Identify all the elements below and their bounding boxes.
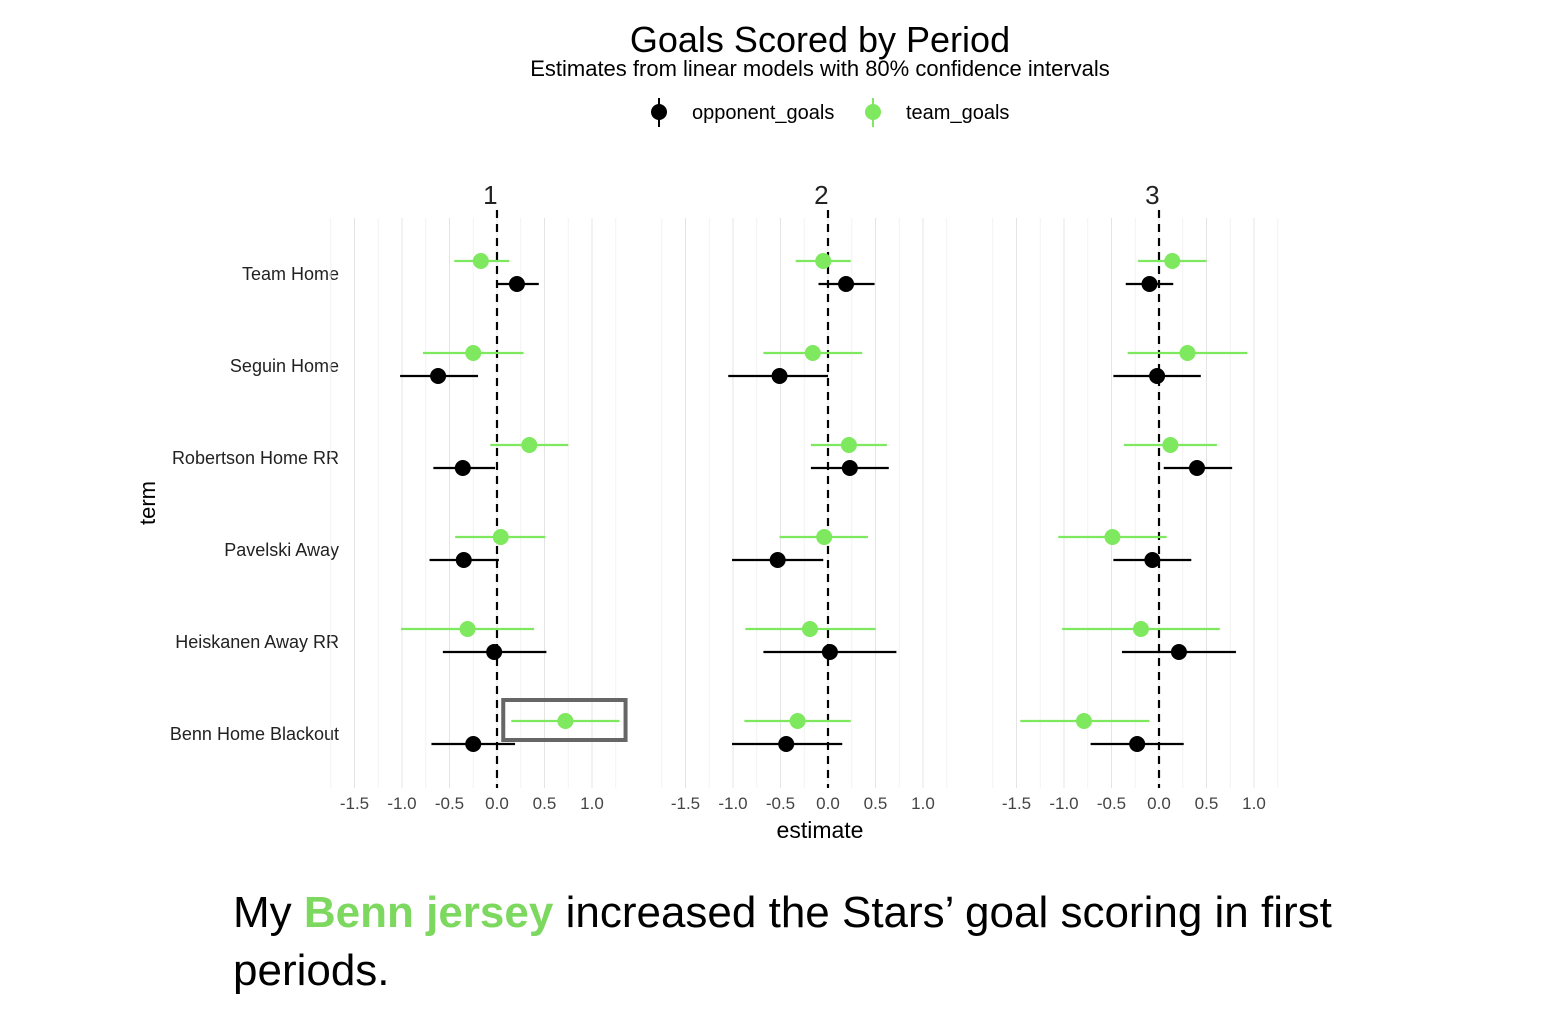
estimate-point	[1075, 713, 1092, 729]
term-label: Benn Home Blackout	[170, 724, 339, 744]
estimate-point	[778, 736, 795, 752]
term-label: Robertson Home RR	[172, 448, 339, 468]
estimate-point	[769, 552, 786, 568]
y-axis-title: term	[135, 481, 160, 525]
estimate-point	[804, 345, 821, 361]
chart-subtitle: Estimates from linear models with 80% co…	[530, 56, 1110, 81]
facet-label: 2	[814, 180, 828, 210]
x-tick-label: 1.0	[1242, 794, 1266, 813]
highlight-box	[501, 698, 628, 742]
estimate-point	[841, 460, 858, 476]
estimate-point	[1141, 276, 1158, 292]
estimate-point	[1149, 368, 1166, 384]
facet-label: 3	[1145, 180, 1159, 210]
x-tick-label: -0.5	[1097, 794, 1126, 813]
x-tick-label: -1.0	[387, 794, 416, 813]
x-tick-label: -1.5	[671, 794, 700, 813]
facet-panel-3: 3 -1.5 -1.0 -0.5 0.0 0.5 1.0	[992, 180, 1279, 813]
legend-key-team-dot	[865, 104, 881, 120]
x-tick-label: -1.5	[340, 794, 369, 813]
x-tick-label: -0.5	[766, 794, 795, 813]
facet-panels: 1 -1.5 -1.0 -0.5 0.0 0.5 1.0 2 -1.5 -1.0 -0.5 0.0 0.…	[330, 180, 1279, 813]
x-tick-label: -1.5	[1002, 794, 1031, 813]
term-label: Team Home	[242, 264, 339, 284]
estimate-point	[459, 621, 476, 637]
estimate-point	[521, 437, 538, 453]
x-tick-label: 0.0	[485, 794, 509, 813]
estimate-point	[816, 529, 833, 545]
caption: My Benn jersey increased the Stars’ goal…	[233, 884, 1413, 1000]
estimate-point	[801, 621, 818, 637]
caption-prefix: My	[233, 888, 304, 937]
estimate-point	[486, 644, 503, 660]
estimate-point	[1144, 552, 1161, 568]
estimate-point	[1164, 253, 1181, 269]
estimate-point	[1170, 644, 1187, 660]
legend: opponent_goals team_goals	[651, 98, 1009, 127]
estimate-point	[454, 460, 471, 476]
estimate-point	[821, 644, 838, 660]
estimate-point	[472, 253, 489, 269]
estimate-point	[465, 345, 482, 361]
caption-suffix: increased the Stars’ goal scoring in fir…	[233, 888, 1332, 995]
estimate-point	[1162, 437, 1179, 453]
estimate-point	[815, 253, 832, 269]
estimate-point	[1189, 460, 1205, 476]
estimate-point	[771, 368, 788, 384]
facet-panel-2: 2 -1.5 -1.0 -0.5 0.0 0.5 1.0	[661, 180, 948, 813]
facet-panel-1: 1 -1.5 -1.0 -0.5 0.0 0.5 1.0	[330, 180, 628, 813]
x-tick-label: -0.5	[435, 794, 464, 813]
dot-whisker-chart: Goals Scored by Period Estimates from li…	[135, 19, 1279, 843]
estimate-point	[557, 713, 574, 729]
estimate-point	[1129, 736, 1146, 752]
x-tick-label: 0.5	[533, 794, 557, 813]
estimate-point	[430, 368, 447, 384]
chart-title: Goals Scored by Period	[630, 19, 1010, 60]
estimate-point	[492, 529, 509, 545]
term-label: Seguin Home	[230, 356, 339, 376]
x-tick-label: -1.0	[1049, 794, 1078, 813]
term-labels: Team Home Seguin Home Robertson Home RR Pav…	[170, 264, 339, 744]
x-tick-label: 0.0	[1147, 794, 1171, 813]
x-tick-label: -1.0	[718, 794, 747, 813]
x-axis-title: estimate	[777, 817, 864, 843]
estimate-point	[1132, 621, 1149, 637]
x-tick-label: 0.5	[864, 794, 888, 813]
facet-label: 1	[483, 180, 497, 210]
caption-highlight: Benn jersey	[303, 888, 554, 937]
estimate-point	[1179, 345, 1196, 361]
term-label: Pavelski Away	[224, 540, 339, 560]
estimate-point	[1104, 529, 1121, 545]
estimate-point	[508, 276, 525, 292]
x-tick-label: 0.0	[816, 794, 840, 813]
term-label: Heiskanen Away RR	[175, 632, 339, 652]
estimate-point	[465, 736, 482, 752]
estimate-point	[455, 552, 472, 568]
x-tick-label: 0.5	[1195, 794, 1219, 813]
legend-label-opponent-goals: opponent_goals	[692, 102, 834, 124]
estimate-point	[838, 276, 855, 292]
estimate-point	[840, 437, 857, 453]
legend-key-opponent-dot	[651, 104, 667, 120]
legend-label-team-goals: team_goals	[906, 102, 1009, 124]
estimate-point	[789, 713, 806, 729]
x-tick-label: 1.0	[580, 794, 604, 813]
x-tick-label: 1.0	[911, 794, 935, 813]
